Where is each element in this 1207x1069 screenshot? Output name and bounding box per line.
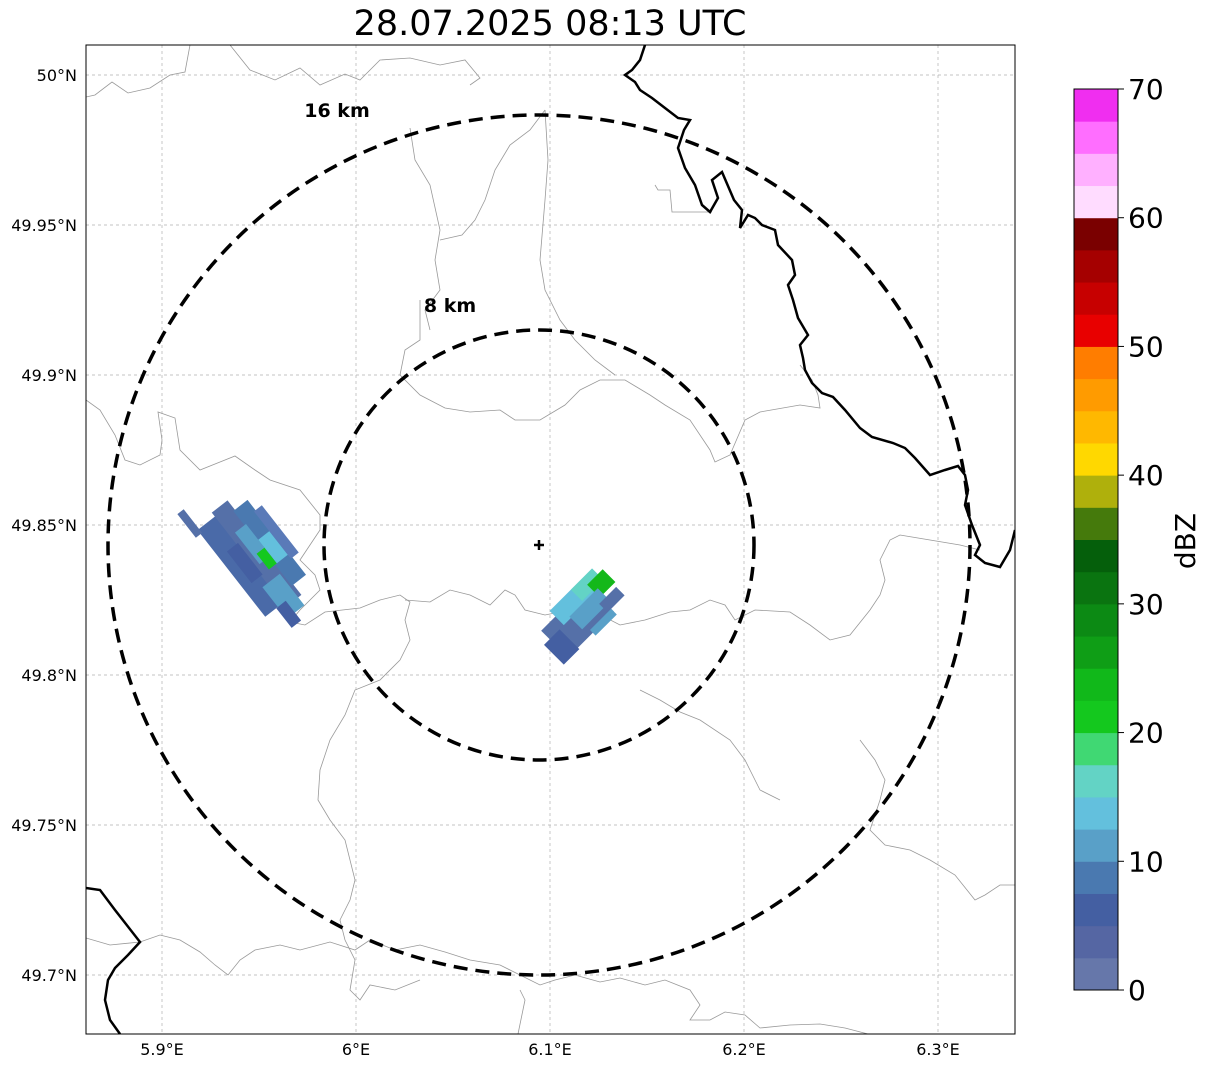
colorbar-tick-label: 10 (1128, 845, 1164, 878)
lat-tick-label: 49.7°N (21, 966, 77, 985)
admin-border (409, 127, 441, 331)
range-ring-label-8km: 8 km (424, 295, 476, 317)
range-ring-16km (106, 113, 972, 977)
colorbar-tick-label: 30 (1128, 588, 1164, 621)
admin-border (517, 989, 526, 1034)
colorbar-tick-label: 0 (1128, 974, 1146, 1007)
admin-border (399, 300, 821, 463)
range-ring-label-16km: 16 km (304, 100, 370, 122)
colorbar-tick-label: 50 (1128, 330, 1164, 363)
colorbar-segment (1074, 796, 1118, 830)
colorbar-label: dBZ (1169, 513, 1202, 569)
lon-tick-label: 6.2°E (722, 1040, 766, 1059)
lon-tick-label: 6°E (342, 1040, 370, 1059)
colorbar-segment (1074, 185, 1118, 219)
admin-border (439, 109, 546, 241)
colorbar-tick-label: 40 (1128, 459, 1164, 492)
admin-border (229, 45, 481, 86)
colorbar-segment (1074, 282, 1118, 315)
geographic-borders (86, 45, 1015, 1034)
colorbar-segment (1074, 346, 1118, 380)
colorbar-segment (1074, 475, 1118, 508)
colorbar-segment (1074, 217, 1118, 251)
admin-border (654, 184, 712, 213)
colorbar-segment (1074, 507, 1118, 540)
colorbar: 0 10 20 30 40 50 60 70 (1073, 73, 1164, 1007)
admin-border (86, 399, 421, 1001)
national-border (622, 45, 1015, 569)
colorbar-segment (1074, 700, 1118, 734)
colorbar-segment (1074, 539, 1118, 573)
lat-tick-label: 49.85°N (11, 516, 77, 535)
latitude-tick-labels: 50°N 49.95°N 49.9°N 49.85°N 49.8°N 49.75°N 49.… (11, 66, 77, 985)
range-rings (106, 113, 972, 977)
colorbar-segment (1074, 636, 1118, 669)
lat-tick-label: 49.8°N (21, 666, 77, 685)
range-ring-8km (322, 328, 756, 762)
colorbar-segment (1074, 957, 1118, 991)
admin-border (639, 689, 781, 801)
radar-site-marker (534, 540, 544, 550)
echo-cluster-east (541, 568, 625, 665)
colorbar-segment (1074, 378, 1118, 412)
colorbar-segment (1074, 732, 1118, 766)
colorbar-tick-label: 70 (1128, 73, 1164, 106)
lat-tick-label: 49.75°N (11, 816, 77, 835)
colorbar-segment (1074, 442, 1118, 476)
colorbar-segment (1074, 121, 1118, 154)
national-border (86, 886, 142, 1034)
colorbar-segment (1074, 893, 1118, 927)
map-frame (85, 44, 1016, 1035)
colorbar-tick-label: 20 (1128, 717, 1164, 750)
longitude-tick-labels: 5.9°E 6°E 6.1°E 6.2°E 6.3°E (140, 1040, 960, 1059)
lon-tick-label: 5.9°E (140, 1040, 184, 1059)
lon-tick-label: 6.1°E (528, 1040, 572, 1059)
admin-border (539, 109, 616, 376)
colorbar-segment (1074, 153, 1118, 187)
colorbar-frame (1073, 88, 1119, 991)
lat-tick-label: 49.95°N (11, 216, 77, 235)
lat-tick-label: 49.9°N (21, 366, 77, 385)
reflectivity-echoes (177, 499, 625, 665)
colorbar-segment (1074, 603, 1118, 637)
colorbar-segment (1074, 861, 1118, 894)
echo-cluster-west (177, 499, 307, 628)
colorbar-segment (1074, 249, 1118, 283)
colorbar-segment (1074, 668, 1118, 701)
admin-border (86, 45, 191, 98)
map-area: 16 km 8 km (85, 44, 1016, 1035)
colorbar-segment (1074, 925, 1118, 959)
colorbar-segment (1074, 314, 1118, 347)
lat-tick-label: 50°N (37, 66, 77, 85)
colorbar-segment (1074, 829, 1118, 862)
colorbar-segment (1074, 89, 1118, 122)
admin-border (859, 739, 1015, 901)
colorbar-segment (1074, 410, 1118, 444)
admin-border (86, 934, 869, 1034)
colorbar-segment (1074, 764, 1118, 798)
colorbar-segment (1074, 571, 1118, 605)
admin-border (404, 534, 981, 641)
colorbar-tick-label: 60 (1128, 202, 1164, 235)
lon-tick-label: 6.3°E (916, 1040, 960, 1059)
map-title: 28.07.2025 08:13 UTC (353, 4, 747, 44)
